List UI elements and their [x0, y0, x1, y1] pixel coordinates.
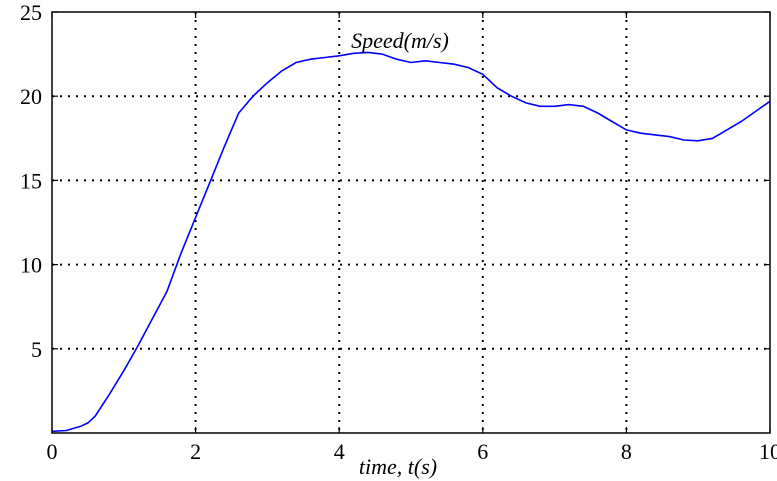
- grid: [52, 12, 770, 433]
- y-tick-label: 25: [20, 0, 42, 25]
- x-axis-title: time, t(s): [359, 454, 437, 479]
- x-tick-label: 0: [47, 439, 58, 464]
- y-tick-label: 5: [31, 337, 42, 362]
- speed-series-line: [51, 51, 771, 433]
- x-tick-label: 6: [477, 439, 488, 464]
- y-tick-label: 10: [20, 253, 42, 278]
- tick-labels: 0 2 4 6 8 10 5 10 15 20 25: [20, 0, 777, 464]
- chart-title: Speed(m/s): [351, 28, 449, 53]
- x-tick-label: 4: [334, 439, 345, 464]
- x-tick-label: 8: [621, 439, 632, 464]
- y-tick-label: 15: [20, 168, 42, 193]
- y-tick-label: 20: [20, 84, 42, 109]
- tick-marks: [51, 11, 771, 433]
- plot-frame: [51, 11, 771, 434]
- x-tick-label: 10: [759, 439, 777, 464]
- x-tick-label: 2: [190, 439, 201, 464]
